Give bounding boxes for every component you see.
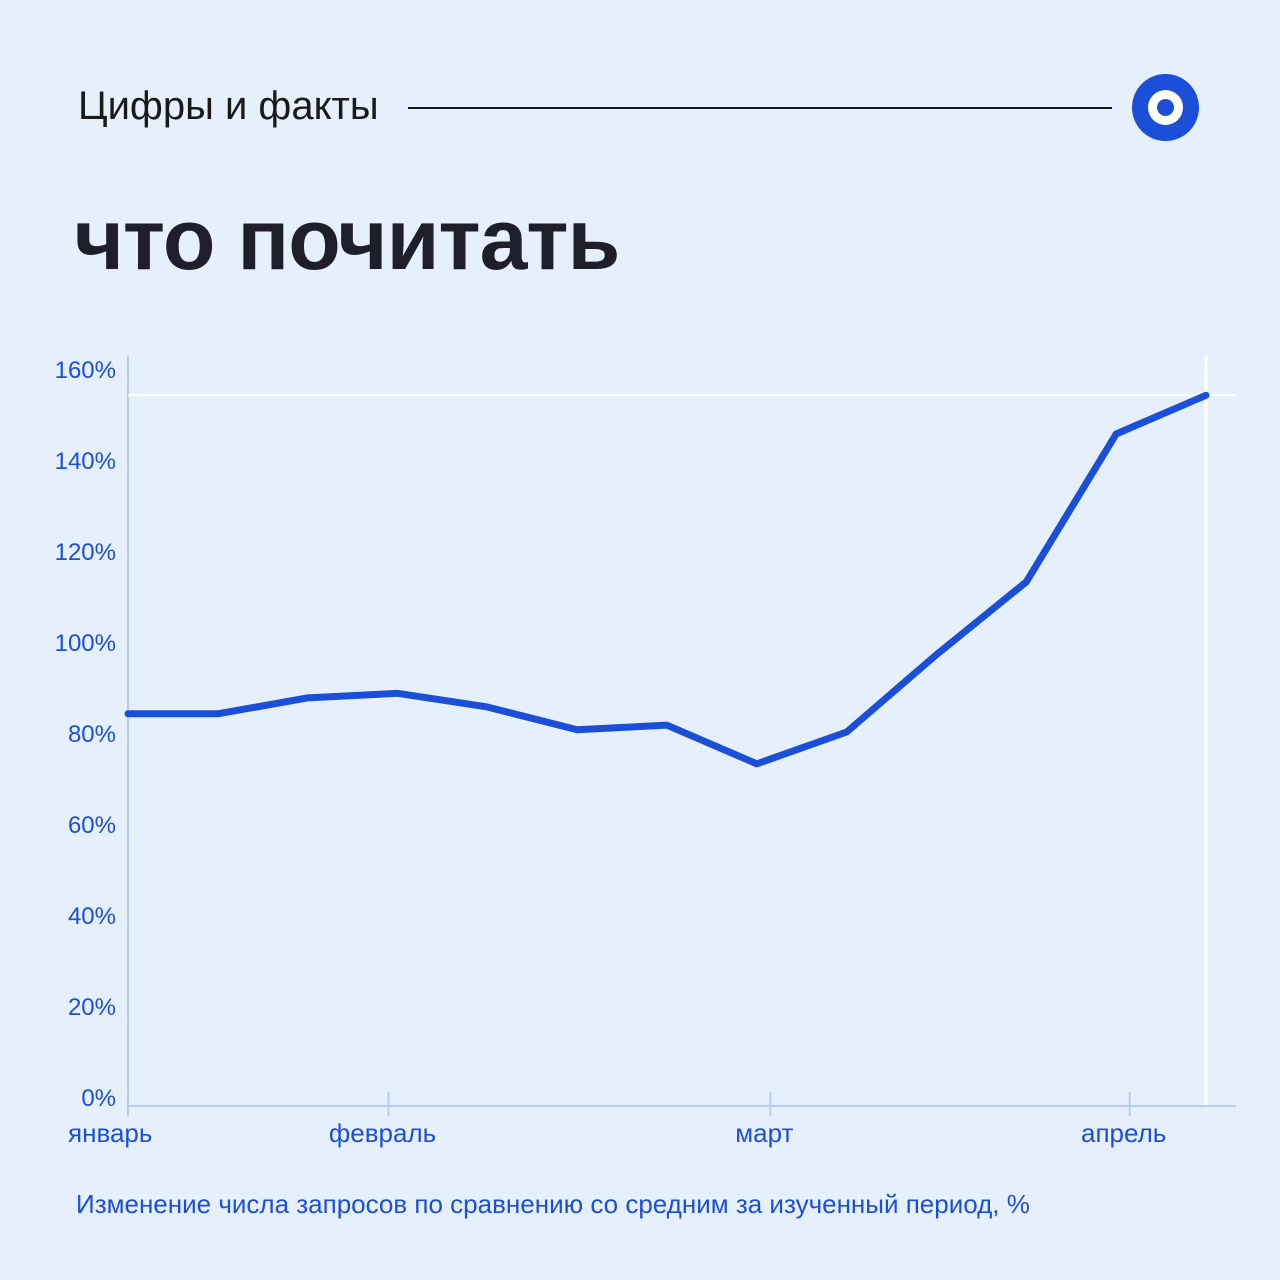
data-point (307, 697, 309, 699)
data-point (486, 706, 488, 708)
data-point (666, 724, 668, 726)
x-tick-label: январь (68, 1118, 152, 1148)
data-point (397, 692, 398, 694)
y-tick-label: 120% (55, 539, 116, 566)
x-tick-label: февраль (329, 1118, 436, 1148)
data-point (1115, 433, 1117, 435)
chart-caption: Изменение числа запросов по сравнению со… (76, 1189, 1030, 1219)
data-point (217, 713, 219, 715)
y-tick-label: 40% (68, 903, 116, 930)
y-tick-label: 60% (68, 812, 116, 839)
data-point (936, 654, 937, 656)
header-divider (408, 107, 1112, 109)
data-point (846, 731, 848, 733)
data-point (756, 763, 758, 765)
x-tick-label: март (735, 1118, 793, 1148)
series-line (124, 391, 1210, 768)
data-point (1205, 394, 1207, 396)
page-title: что почитать (74, 192, 620, 288)
section-label: Цифры и факты (78, 84, 379, 128)
x-tick-label: апрель (1081, 1118, 1166, 1148)
target-ring-icon (1132, 74, 1199, 141)
y-tick-label: 80% (68, 721, 116, 748)
y-tick-label: 0% (81, 1085, 116, 1112)
y-tick-label: 140% (55, 448, 116, 475)
y-tick-label: 20% (68, 994, 116, 1021)
logo-center-dot (1157, 99, 1174, 116)
data-point (1025, 581, 1027, 583)
logo-inner-ring (1148, 90, 1183, 125)
y-tick-label: 100% (55, 630, 116, 657)
data-point (576, 729, 578, 731)
y-tick-label: 160% (55, 357, 116, 384)
data-point (127, 713, 129, 715)
